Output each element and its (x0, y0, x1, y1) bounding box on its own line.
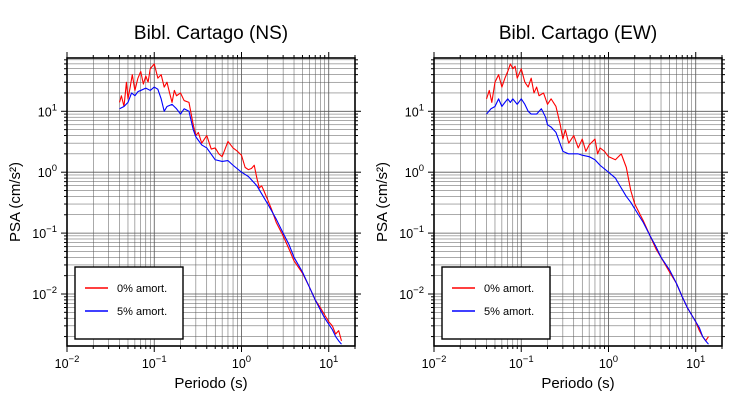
y-axis-label: PSA (cm/s²) (374, 162, 391, 242)
series-line-undamped (486, 63, 709, 342)
y-axis-label: PSA (cm/s²) (7, 162, 24, 242)
chart-panel-0: 10−2 10−1 100 101 101 100 10−1 10−2 Bibl. Cartag… (7, 23, 361, 392)
plot-frame (66, 57, 356, 347)
x-tick-label: 10−1 (509, 354, 534, 371)
x-tick-label: 101 (319, 354, 338, 371)
legend: 0% amort. 5% amort. (441, 266, 551, 340)
legend: 0% amort. 5% amort. (74, 266, 184, 340)
y-tick-label: 100 (38, 163, 57, 180)
chart-title: Bibl. Cartago (NS) (134, 23, 288, 44)
legend-box (441, 266, 551, 340)
legend-label: 0% amort. (117, 283, 167, 295)
legend-box (74, 266, 184, 340)
y-tick-label: 100 (405, 163, 424, 180)
plot-frame (433, 57, 723, 347)
y-tick-label: 101 (405, 102, 424, 119)
legend-label: 0% amort. (484, 283, 534, 295)
x-tick-label: 10−2 (55, 354, 80, 371)
legend-label: 5% amort. (484, 306, 534, 318)
y-tick-label: 10−2 (32, 285, 57, 302)
chart-title: Bibl. Cartago (EW) (499, 23, 657, 44)
x-tick-label: 10−2 (422, 354, 447, 371)
y-tick-label: 10−1 (32, 224, 57, 241)
x-tick-label: 101 (686, 354, 705, 371)
x-tick-label: 100 (599, 354, 618, 371)
legend-label: 5% amort. (117, 306, 167, 318)
y-tick-label: 10−2 (399, 285, 424, 302)
series-line-undamped (119, 63, 343, 342)
x-tick-label: 100 (232, 354, 251, 371)
chart-panel-1: 10−2 10−1 100 101 101 100 10−1 10−2 Bibl. Cartag… (374, 23, 728, 392)
series-line-damped (486, 98, 709, 345)
y-tick-label: 101 (38, 102, 57, 119)
x-axis-label: Periodo (s) (541, 375, 614, 392)
series-line-damped (119, 86, 342, 345)
x-tick-label: 10−1 (142, 354, 167, 371)
y-tick-label: 10−1 (399, 224, 424, 241)
x-axis-label: Periodo (s) (174, 375, 247, 392)
